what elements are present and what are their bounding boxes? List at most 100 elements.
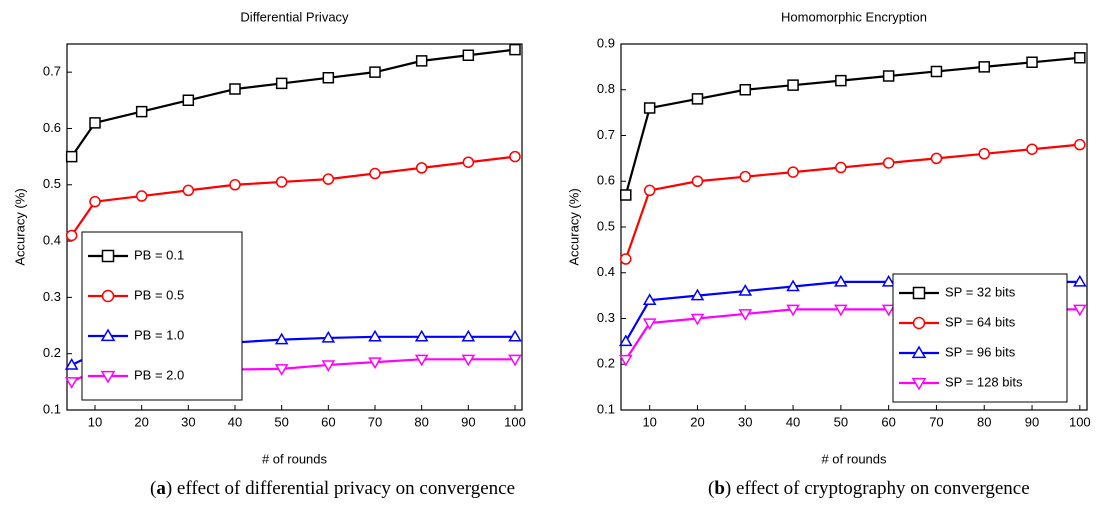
marker bbox=[508, 329, 522, 342]
marker bbox=[100, 370, 116, 384]
legend-label: SP = 64 bits bbox=[945, 314, 1016, 329]
marker bbox=[691, 93, 704, 105]
marker bbox=[64, 357, 79, 370]
x-tick-label: 80 bbox=[977, 414, 991, 429]
marker bbox=[368, 357, 382, 370]
series-line bbox=[70, 48, 516, 158]
marker bbox=[1073, 304, 1087, 317]
caption: (b) effect of cryptography on convergenc… bbox=[708, 478, 1030, 499]
x-tick-label: 30 bbox=[181, 414, 195, 429]
x-tick-label: 40 bbox=[228, 414, 242, 429]
marker bbox=[835, 161, 847, 174]
marker bbox=[618, 334, 633, 347]
x-tick-label: 20 bbox=[690, 414, 704, 429]
marker bbox=[1026, 56, 1038, 69]
x-tick-label: 40 bbox=[786, 414, 800, 429]
x-tick-label: 50 bbox=[274, 414, 288, 429]
y-tick-label: 0.4 bbox=[43, 233, 61, 248]
marker bbox=[275, 176, 288, 188]
y-tick-label: 0.8 bbox=[597, 81, 615, 96]
marker bbox=[135, 105, 148, 118]
marker bbox=[835, 74, 847, 87]
marker bbox=[89, 195, 101, 208]
marker bbox=[787, 166, 799, 178]
x-tick-label: 100 bbox=[504, 414, 526, 429]
marker bbox=[65, 150, 78, 163]
marker bbox=[978, 61, 990, 73]
y-tick-label: 0.1 bbox=[597, 401, 615, 416]
caption-label: b bbox=[714, 478, 725, 499]
x-tick-label: 50 bbox=[834, 414, 848, 429]
marker bbox=[509, 150, 521, 163]
marker bbox=[1026, 143, 1038, 155]
marker bbox=[321, 360, 336, 372]
marker bbox=[229, 179, 241, 191]
y-tick-label: 0.1 bbox=[43, 401, 61, 416]
legend-label: SP = 128 bits bbox=[945, 374, 1023, 389]
marker bbox=[786, 279, 800, 292]
chart-title: Differential Privacy bbox=[240, 9, 349, 24]
marker bbox=[643, 184, 656, 197]
series-line bbox=[624, 56, 1080, 196]
marker bbox=[369, 66, 381, 78]
marker bbox=[738, 284, 753, 296]
marker bbox=[834, 274, 848, 287]
marker bbox=[978, 148, 990, 160]
caption-open: ( bbox=[150, 478, 156, 499]
marker bbox=[881, 304, 896, 317]
marker bbox=[101, 289, 115, 303]
marker bbox=[462, 156, 475, 168]
marker bbox=[65, 229, 78, 242]
marker bbox=[100, 328, 116, 342]
y-tick-label: 0.4 bbox=[597, 264, 615, 279]
marker bbox=[508, 354, 522, 367]
marker bbox=[64, 377, 79, 389]
caption-text: ) effect of differential privacy on conv… bbox=[166, 478, 515, 499]
marker bbox=[930, 65, 943, 78]
marker bbox=[322, 72, 335, 84]
marker bbox=[321, 330, 336, 343]
marker bbox=[322, 173, 335, 185]
caption-label: a bbox=[156, 478, 166, 499]
marker bbox=[229, 83, 241, 95]
y-axis-label: Accuracy (%) bbox=[566, 188, 581, 265]
marker bbox=[275, 77, 288, 90]
marker bbox=[415, 162, 428, 174]
y-tick-label: 0.3 bbox=[43, 289, 61, 304]
marker bbox=[912, 316, 926, 330]
marker bbox=[1074, 51, 1086, 64]
x-tick-label: 70 bbox=[929, 414, 943, 429]
marker bbox=[135, 190, 148, 202]
marker bbox=[882, 157, 895, 169]
marker bbox=[461, 354, 476, 367]
marker bbox=[882, 70, 895, 82]
legend-label: SP = 96 bits bbox=[945, 344, 1016, 359]
legend-label: PB = 2.0 bbox=[134, 367, 184, 382]
marker bbox=[414, 329, 429, 342]
marker bbox=[368, 329, 382, 342]
x-tick-label: 20 bbox=[134, 414, 148, 429]
y-tick-label: 0.6 bbox=[43, 120, 61, 135]
marker bbox=[739, 170, 752, 183]
marker bbox=[690, 288, 705, 301]
marker bbox=[691, 175, 704, 187]
marker bbox=[509, 43, 521, 56]
y-tick-label: 0.2 bbox=[43, 345, 61, 360]
marker bbox=[834, 304, 848, 317]
y-tick-label: 0.2 bbox=[597, 356, 615, 371]
y-tick-label: 0.6 bbox=[597, 173, 615, 188]
marker bbox=[690, 313, 705, 326]
x-tick-label: 80 bbox=[414, 414, 428, 429]
chart-title: Homomorphic Encryption bbox=[781, 9, 927, 24]
marker bbox=[414, 354, 429, 367]
marker bbox=[642, 318, 657, 331]
y-tick-label: 0.9 bbox=[597, 35, 615, 50]
x-tick-label: 90 bbox=[461, 414, 475, 429]
marker bbox=[643, 102, 656, 114]
marker bbox=[739, 84, 752, 96]
marker bbox=[101, 249, 115, 263]
marker bbox=[1073, 274, 1087, 287]
y-tick-label: 0.5 bbox=[43, 176, 61, 191]
